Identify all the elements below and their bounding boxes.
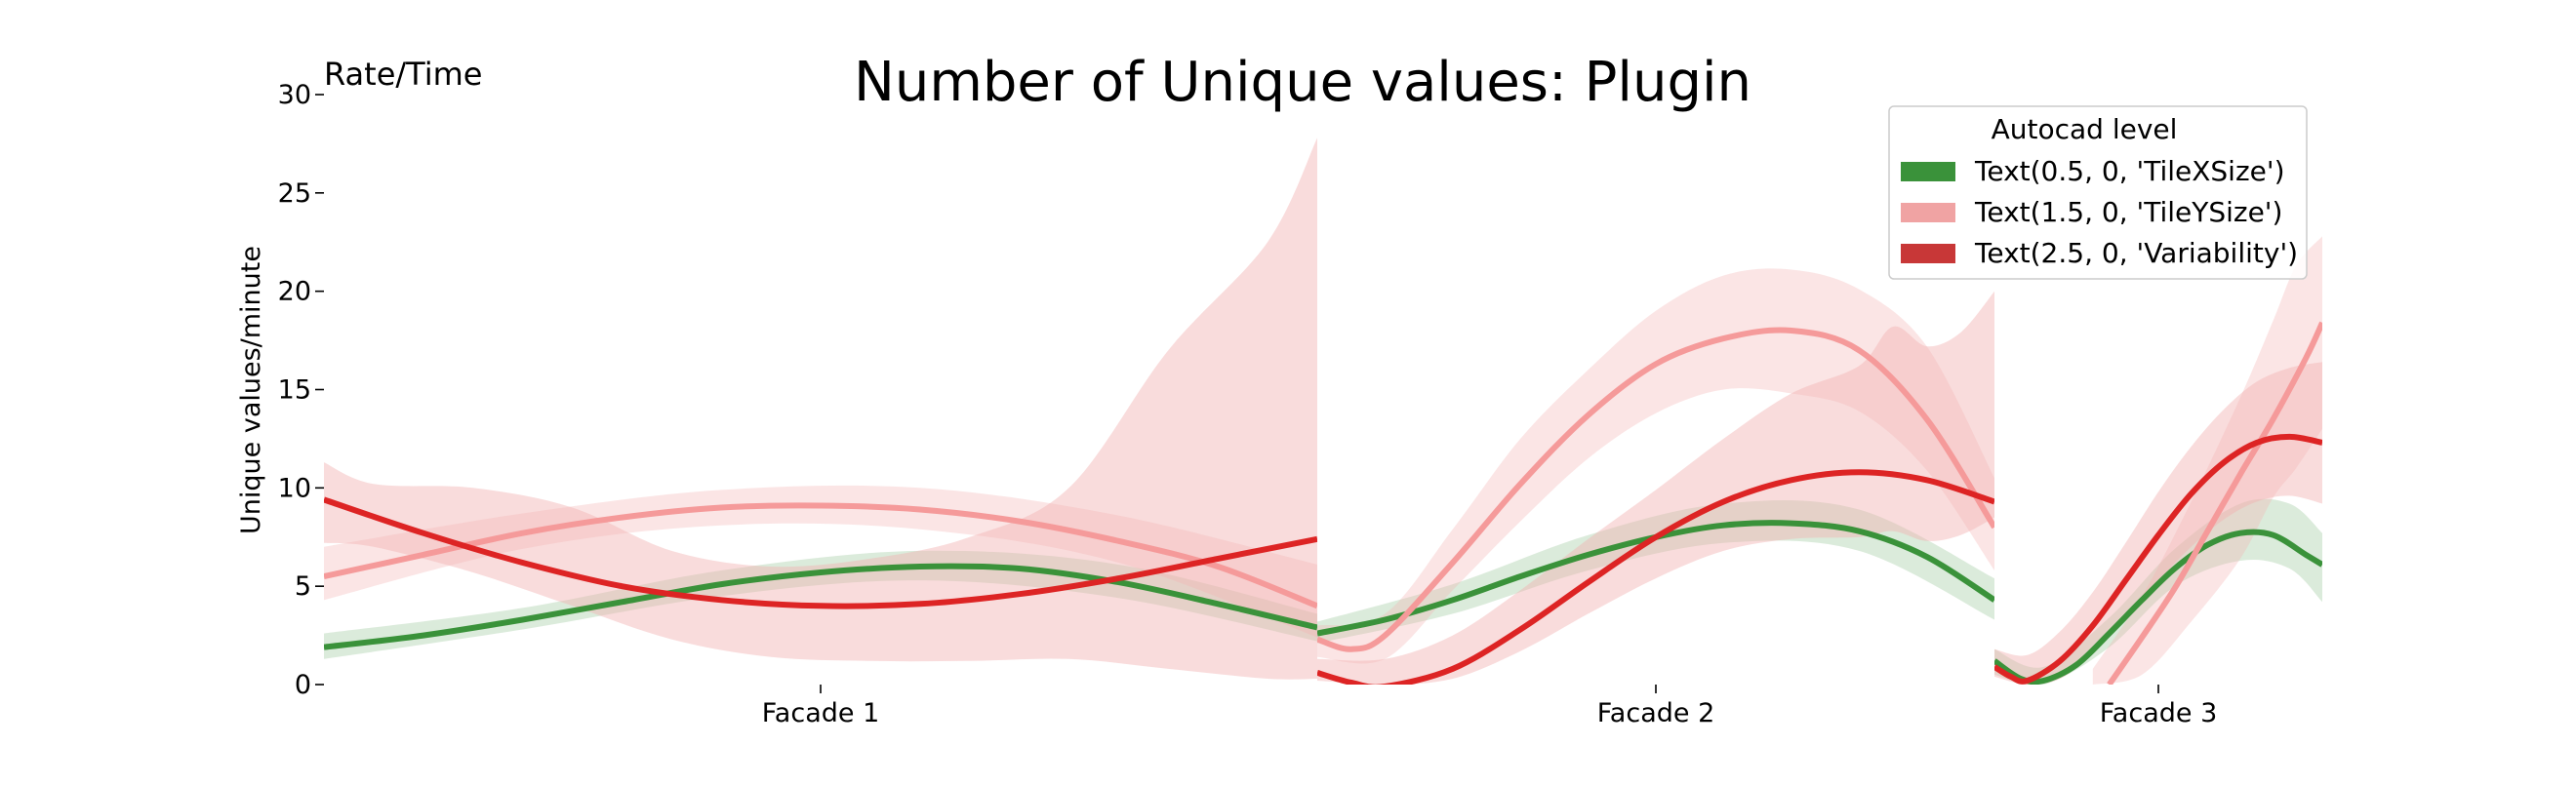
y-axis-label: Unique values/minute [236, 246, 266, 534]
legend: Autocad level Text(0.5, 0, 'TileXSize') Te… [1888, 105, 2308, 280]
x-tick-facade-3: Facade 3 [2100, 698, 2218, 728]
facade-1-band-3 [324, 137, 1317, 680]
facade-1-line-3 [324, 496, 1317, 609]
facade-2-band-1 [1317, 499, 1994, 644]
y-tick-20: 20 [278, 277, 311, 307]
x-tick-facade-2: Facade 2 [1597, 698, 1715, 728]
series-lines [324, 321, 2322, 685]
y-tick-15: 15 [278, 375, 311, 406]
legend-swatch-3 [1901, 244, 1955, 263]
legend-label-1: Text(0.5, 0, 'TileXSize') [1974, 155, 2285, 187]
facade-3-band-2 [2092, 236, 2322, 685]
legend-swatch-2 [1901, 203, 1955, 222]
legend-title: Autocad level [1992, 113, 2178, 145]
facade-2-line-3 [1317, 469, 1994, 685]
y-tick-30: 30 [278, 80, 311, 110]
facade-3-band-1 [1994, 498, 2322, 685]
legend-label-3: Text(2.5, 0, 'Variability') [1974, 237, 2298, 269]
axes: Facade 1 Facade 2 Facade 3 0 5 10 15 20 25 30 [278, 80, 2218, 728]
facade-3-line-3 [1994, 433, 2322, 685]
x-tick-facade-1: Facade 1 [762, 698, 880, 728]
y-tick-0: 0 [295, 670, 311, 700]
y-tick-25: 25 [278, 178, 311, 209]
legend-swatch-1 [1901, 162, 1955, 181]
facade-2-band-2 [1317, 268, 1994, 664]
facade-2-line-2 [1317, 327, 1994, 652]
legend-box [1888, 105, 2308, 280]
legend-label-2: Text(1.5, 0, 'TileYSize') [1974, 196, 2282, 228]
chart-title: Number of Unique values: Plugin [854, 51, 1751, 114]
facade-3-line-1 [1994, 529, 2322, 685]
corner-label: Rate/Time [324, 56, 482, 93]
y-tick-5: 5 [295, 571, 311, 602]
y-tick-10: 10 [278, 473, 311, 503]
facade-1-band-1 [324, 550, 1317, 659]
facade-1-line-2 [324, 502, 1317, 609]
facade-3-line-2 [2107, 321, 2322, 685]
facade-1-line-1 [324, 563, 1317, 650]
facade-3-band-3 [1994, 362, 2322, 685]
facade-2-band-3 [1317, 291, 1994, 685]
